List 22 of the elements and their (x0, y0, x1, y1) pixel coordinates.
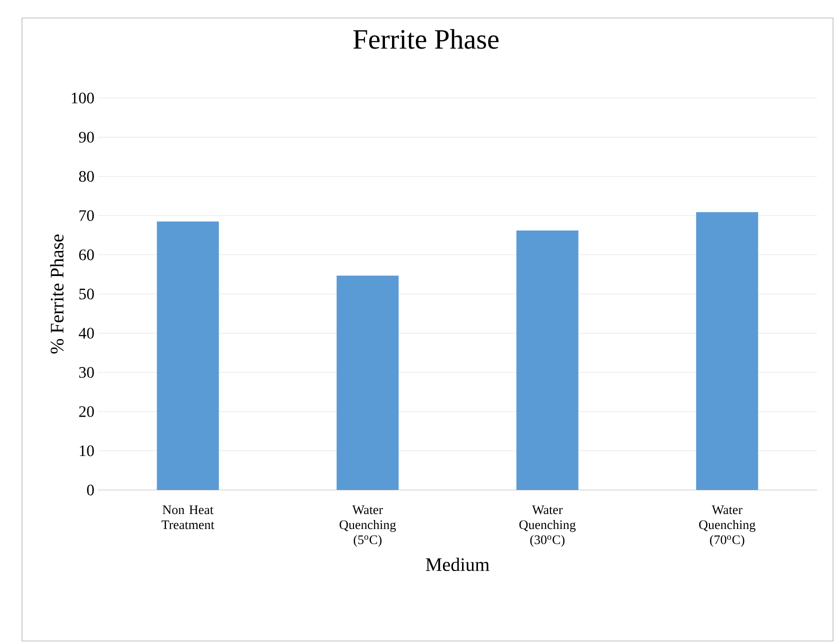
y-tick-label: 10 (80, 445, 94, 456)
y-tick-label: 0 (87, 484, 94, 496)
x-tick-label: Water Quenching (30$^{o}$C) (519, 506, 576, 547)
chart-title: Ferrite Phase (353, 29, 499, 49)
bar (156, 221, 219, 490)
y-tick-label: 50 (79, 288, 94, 300)
bar (516, 230, 578, 490)
y-tick-label: 100 (72, 92, 94, 104)
y-tick-label: 40 (78, 328, 94, 339)
x-tick-label: Water Quenching (70$^{o}$C) (699, 506, 756, 547)
bar (696, 212, 758, 490)
x-tick-label: Non Heat Treatment (162, 506, 214, 530)
y-tick-label: 70 (80, 210, 94, 221)
y-tick-label: 80 (79, 171, 94, 182)
bar (336, 276, 399, 490)
x-axis-title: Medium (426, 558, 490, 572)
y-tick-label: 20 (79, 406, 94, 417)
y-axis-title: % Ferrite Phase (50, 234, 64, 354)
y-tick-label: 30 (79, 367, 94, 378)
y-tick-label: 90 (78, 132, 94, 143)
x-tick-label: Water Quenching (5$^{o}$C) (340, 506, 396, 547)
y-tick-label: 60 (79, 249, 94, 260)
